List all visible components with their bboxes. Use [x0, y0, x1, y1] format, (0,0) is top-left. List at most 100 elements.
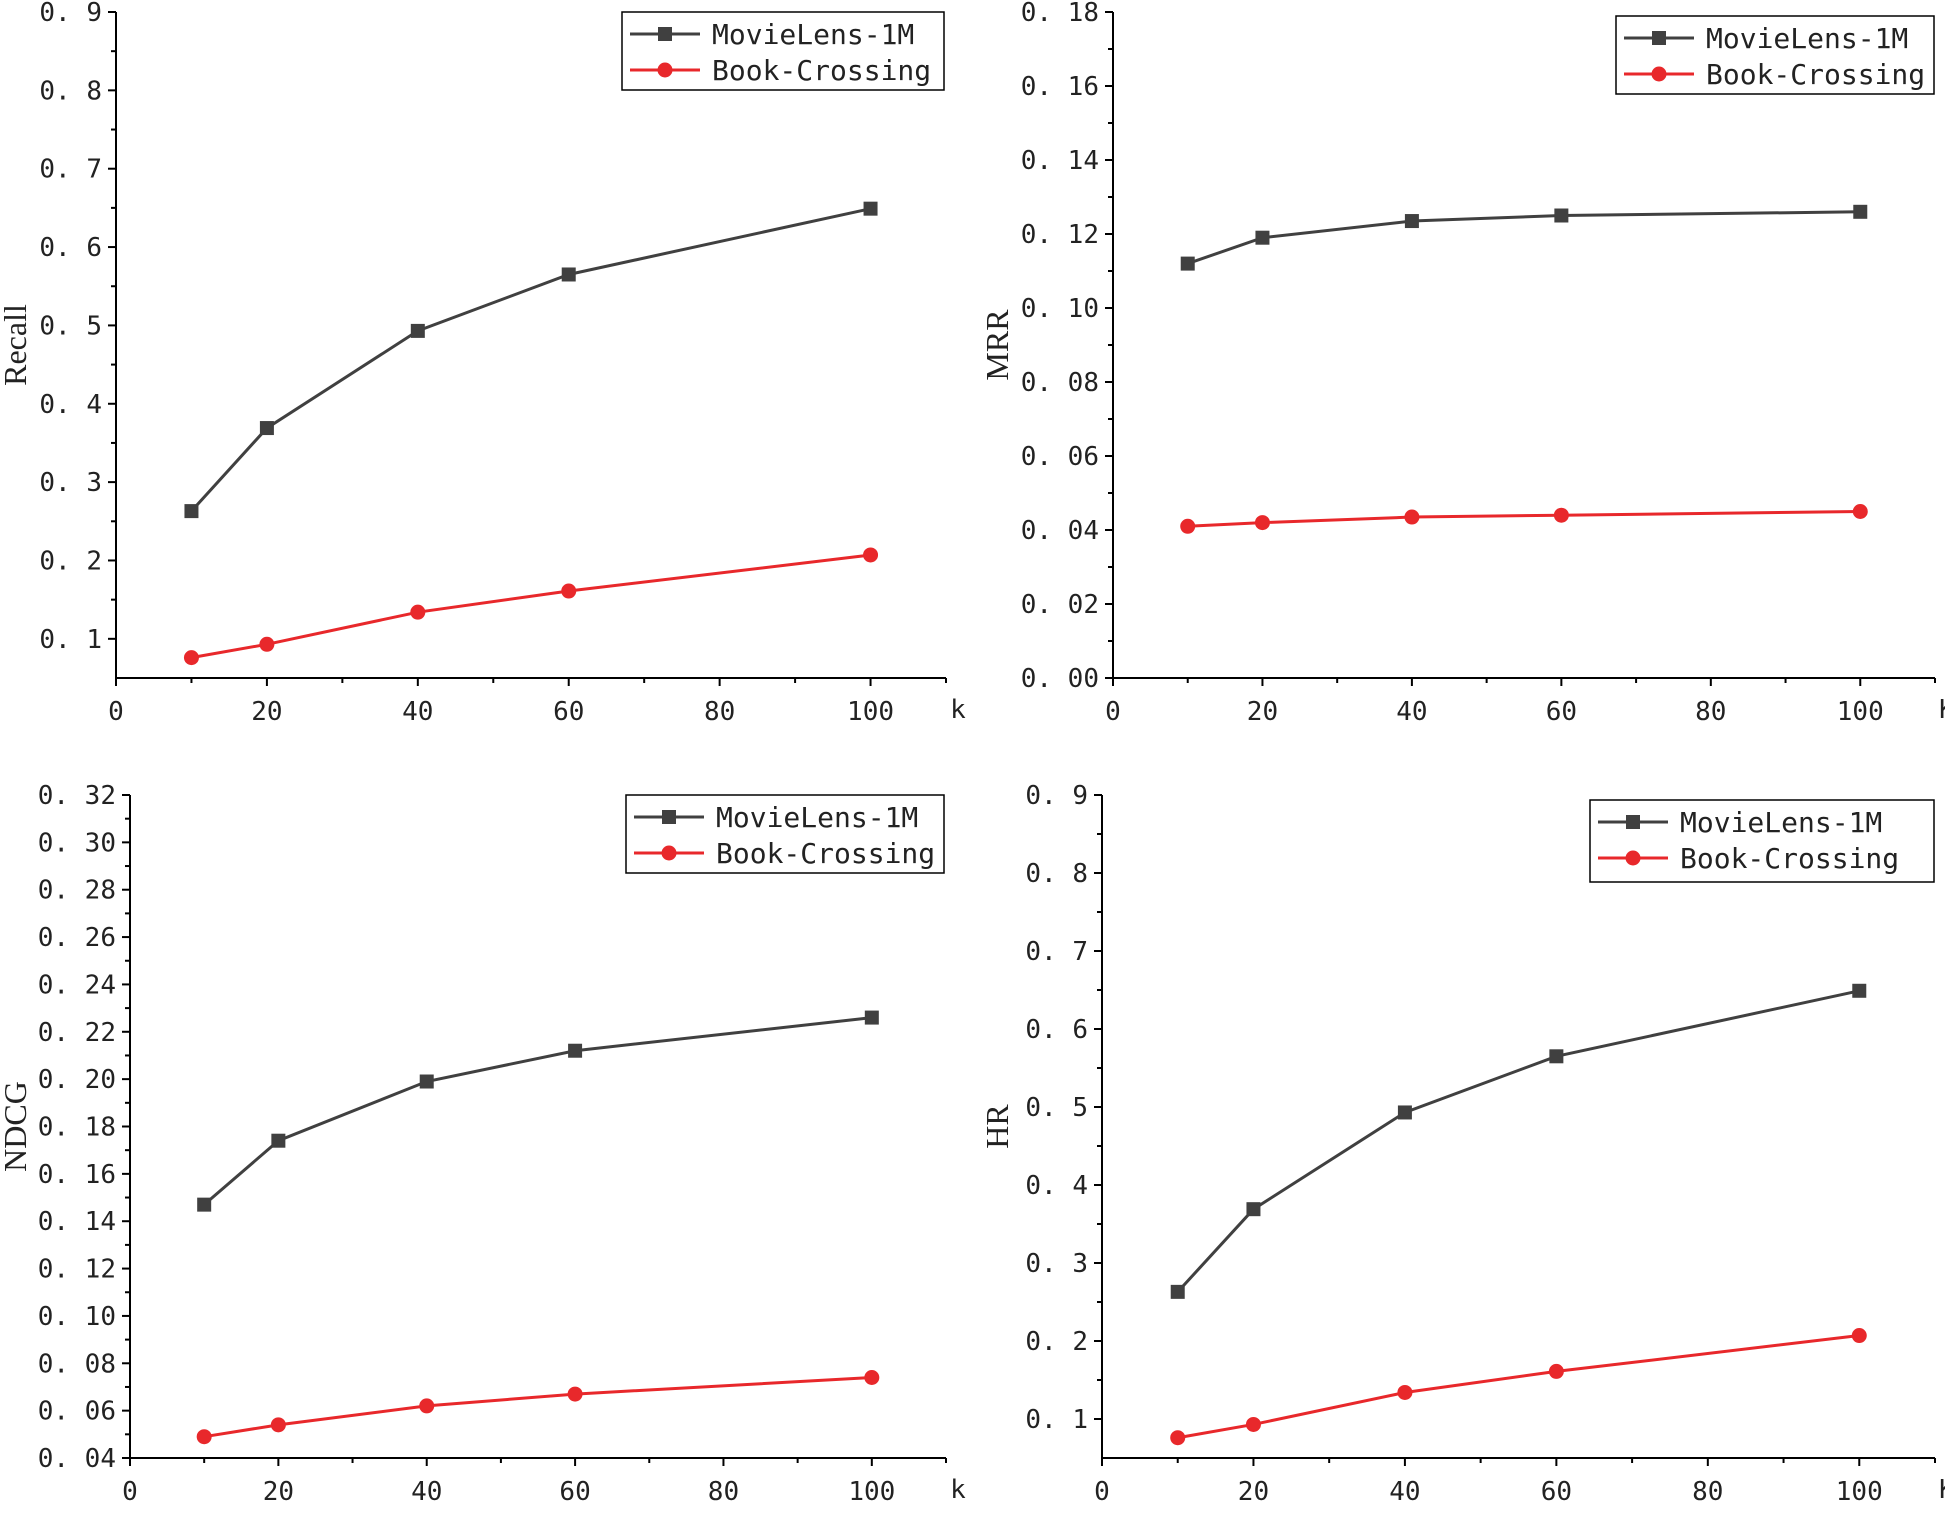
data-point — [1404, 509, 1420, 525]
legend-label: MovieLens-1M — [1706, 22, 1908, 55]
y-tick-label: 0. 22 — [38, 1018, 116, 1048]
y-tick-label: 0. 14 — [38, 1207, 116, 1237]
data-point — [183, 650, 199, 666]
y-tick-label: 0. 04 — [1021, 516, 1099, 546]
data-point — [259, 421, 274, 436]
y-tick-label: 0. 16 — [38, 1160, 116, 1190]
x-tick-label: 60 — [1541, 1477, 1572, 1507]
y-tick-label: 0. 2 — [1025, 1327, 1088, 1357]
y-tick-label: 0. 9 — [39, 0, 102, 28]
data-point — [1548, 1363, 1564, 1379]
y-tick-label: 0. 1 — [1025, 1405, 1088, 1435]
data-point — [410, 323, 425, 338]
data-point — [1254, 515, 1270, 531]
x-tick-label: 100 — [1837, 697, 1884, 727]
x-tick-label: 80 — [708, 1477, 739, 1507]
data-point — [419, 1398, 435, 1414]
y-tick-label: 0. 06 — [38, 1397, 116, 1427]
chart-panel-4: 0. 1 0. 2 0. 3 0. 4 0. 5 0. 6 0. 7 0. 8 0. 9 0 20 4… — [979, 781, 1945, 1507]
data-point — [1553, 507, 1569, 523]
data-point — [561, 583, 577, 599]
y-tick-label: 0. 8 — [39, 76, 102, 106]
x-tick-label: 0 — [1105, 697, 1121, 727]
legend-label: MovieLens-1M — [716, 801, 918, 834]
legend-marker — [1625, 850, 1641, 866]
x-tick-label: 20 — [1238, 1477, 1269, 1507]
x-tick-label: 20 — [1247, 697, 1278, 727]
y-axis-label: NDCG — [0, 1081, 33, 1172]
y-tick-label: 0. 6 — [39, 233, 102, 263]
y-tick-label: 0. 10 — [38, 1302, 116, 1332]
legend-label: Book-Crossing — [716, 837, 935, 870]
legend-label: MovieLens-1M — [712, 18, 914, 51]
data-point — [196, 1429, 212, 1445]
legend-label: Book-Crossing — [712, 54, 931, 87]
legend-label: Book-Crossing — [1706, 58, 1925, 91]
series-line-bookcrossing — [1187, 510, 1861, 528]
data-point — [1255, 230, 1270, 245]
x-axis-label: k — [950, 1475, 966, 1505]
data-point — [1549, 1049, 1564, 1064]
data-point — [1852, 983, 1867, 998]
y-tick-label: 0. 30 — [38, 828, 116, 858]
legend-box — [1615, 15, 1935, 95]
series-line-movielens — [203, 1016, 872, 1206]
legend-box — [625, 794, 945, 874]
y-tick-label: 0. 1 — [39, 625, 102, 655]
data-point — [1245, 1416, 1261, 1432]
y-tick-label: 0. 12 — [38, 1255, 116, 1285]
y-tick-label: 0. 2 — [39, 546, 102, 576]
data-point — [1851, 1328, 1867, 1344]
y-tick-label: 0. 3 — [1025, 1249, 1088, 1279]
data-point — [1404, 214, 1419, 229]
legend-box — [621, 11, 945, 91]
series-line-bookcrossing — [203, 1375, 872, 1439]
data-point — [197, 1197, 212, 1212]
y-tick-label: 0. 28 — [38, 876, 116, 906]
x-tick-label: 60 — [553, 697, 584, 727]
y-tick-label: 0. 4 — [39, 390, 102, 420]
x-tick-label: 40 — [411, 1477, 442, 1507]
y-tick-label: 0. 5 — [39, 311, 102, 341]
legend-marker — [662, 810, 676, 824]
data-point — [184, 504, 199, 519]
x-tick-label: 40 — [402, 697, 433, 727]
y-tick-label: 0. 14 — [1021, 146, 1099, 176]
data-point — [1852, 504, 1868, 519]
legend-marker — [1626, 815, 1640, 829]
y-tick-label: 0. 9 — [1025, 781, 1088, 811]
x-tick-label: 80 — [1692, 1477, 1723, 1507]
y-axis-label: MRR — [979, 309, 1015, 381]
legend-marker — [661, 845, 677, 861]
data-point — [1397, 1105, 1412, 1120]
data-point — [270, 1417, 286, 1433]
y-tick-label: 0. 08 — [38, 1349, 116, 1379]
y-tick-label: 0. 08 — [1021, 368, 1099, 398]
legend-marker — [1652, 31, 1666, 45]
y-tick-label: 0. 24 — [38, 970, 116, 1000]
y-tick-label: 0. 12 — [1021, 220, 1099, 250]
chart-panel-2: 0. 00 0. 02 0. 04 0. 06 0. 08 0. 10 0. 12 0. 14… — [979, 0, 1945, 727]
y-tick-label: 0. 06 — [1021, 442, 1099, 472]
y-tick-label: 0. 04 — [38, 1444, 116, 1474]
data-point — [1246, 1202, 1261, 1217]
data-point — [1180, 518, 1196, 534]
data-point — [567, 1386, 583, 1402]
x-axis-label: k — [950, 695, 966, 725]
y-tick-label: 0. 3 — [39, 468, 102, 498]
legend-marker — [1651, 66, 1667, 82]
y-tick-label: 0. 02 — [1021, 590, 1099, 620]
data-point — [568, 1043, 583, 1058]
data-point — [1397, 1384, 1413, 1400]
y-axis-label: HR — [979, 1104, 1015, 1149]
series-line-bookcrossing — [1177, 1334, 1860, 1440]
x-tick-label: 20 — [263, 1477, 294, 1507]
legend-label: Book-Crossing — [1680, 842, 1899, 875]
data-point — [863, 201, 878, 216]
series-line-bookcrossing — [191, 553, 871, 660]
legend-label: MovieLens-1M — [1680, 806, 1882, 839]
